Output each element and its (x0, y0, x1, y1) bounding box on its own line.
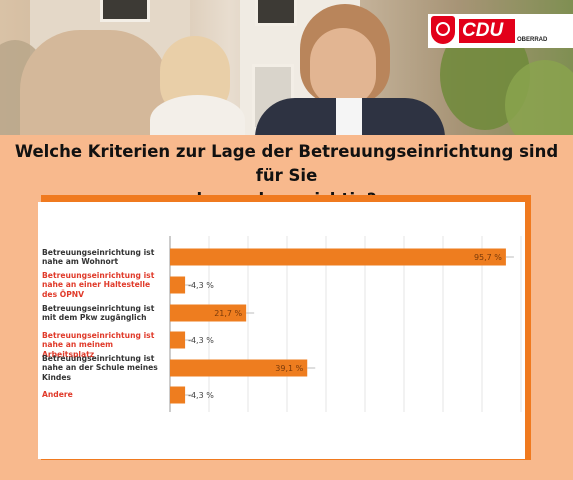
cdu-badge (459, 19, 515, 43)
bar (170, 386, 186, 404)
category-label: Betreuungseinrichtung ist nahe am Wohnort (42, 248, 167, 267)
data-label: 21,7 % (214, 309, 242, 318)
cdu-logo-sub: OBERRAD (517, 37, 548, 43)
category-label: Betreuungseinrichtung ist nahe an der Sch… (42, 354, 167, 383)
category-label-line: nahe am Wohnort (42, 257, 119, 266)
data-label: -4,3 % (188, 336, 214, 345)
bar (170, 276, 186, 294)
category-label-line: Betreuungseinrichtung ist (42, 303, 155, 313)
category-label: Betreuungseinrichtung ist mit dem Pkw zug… (42, 304, 167, 323)
cdu-logo-text: CDU (462, 20, 504, 41)
data-label: -4,3 % (188, 281, 214, 290)
category-label-line: mit dem Pkw zugänglich (42, 313, 147, 322)
category-label: Betreuungseinrichtung ist nahe an einer H… (42, 271, 167, 300)
wheel-icon (436, 22, 450, 36)
category-label-line: Betreuungseinrichtung ist (42, 270, 155, 280)
category-label-line: Betreuungseinrichtung ist (42, 330, 155, 340)
category-label: Betreuungseinrichtung ist nahe an meinem … (42, 331, 167, 360)
bar (170, 359, 308, 377)
page-title-line-1: Welche Kriterien zur Lage der Betreuungs… (14, 142, 559, 185)
category-label-line: nahe an einer Haltestelle (42, 280, 151, 290)
category-label-line: Betreuungseinrichtung ist (42, 247, 155, 257)
chart-card (38, 202, 525, 459)
data-label: 39,1 % (275, 364, 303, 373)
category-label-line: nahe an der Schule meines (42, 363, 158, 373)
category-label-line: Betreuungseinrichtung ist (42, 353, 155, 363)
category-label-line: nahe an meinem Arbeitsplatz (42, 340, 114, 359)
category-label: Andere (42, 390, 167, 400)
bar (170, 304, 247, 322)
data-label: -4,3 % (188, 391, 214, 400)
category-label-line: des ÖPNV (42, 289, 85, 299)
category-label-line: Kindes (42, 372, 71, 382)
category-label-line: Andere (42, 390, 73, 400)
data-label: 95,7 % (474, 253, 502, 262)
bar (170, 248, 506, 266)
bar (170, 331, 186, 349)
